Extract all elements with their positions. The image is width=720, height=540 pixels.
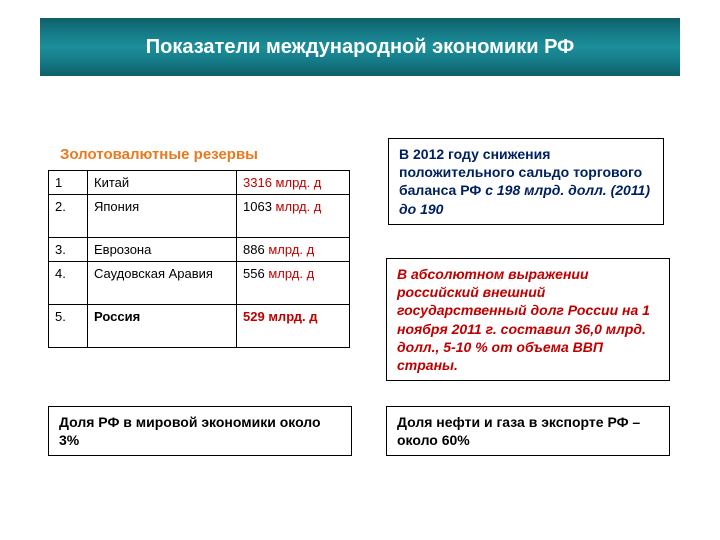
cell-country: Россия — [88, 305, 237, 348]
table-row: 1Китай3316 млрд. д — [49, 171, 350, 195]
cell-country: Китай — [88, 171, 237, 195]
cell-rank: 3. — [49, 238, 88, 262]
external-debt-box: В абсолютном выражении российский внешни… — [386, 258, 670, 381]
cell-value: 529 млрд. д — [237, 305, 350, 348]
cell-value: 886 млрд. д — [237, 238, 350, 262]
slide-container: Показатели международной экономики РФ Зо… — [0, 0, 720, 540]
cell-rank: 2. — [49, 195, 88, 238]
trade-balance-box: В 2012 году снижения положительного саль… — [388, 138, 664, 225]
table-row: 2.Япония1063 млрд. д — [49, 195, 350, 238]
world-share-box: Доля РФ в мировой экономики около 3% — [48, 406, 352, 456]
external-debt-text: В абсолютном выражении российский внешни… — [397, 266, 650, 373]
cell-rank: 4. — [49, 262, 88, 305]
cell-rank: 1 — [49, 171, 88, 195]
slide-title: Показатели международной экономики РФ — [146, 36, 575, 59]
table-row: 3.Еврозона886 млрд. д — [49, 238, 350, 262]
reserves-table: 1Китай3316 млрд. д2.Япония1063 млрд. д3.… — [48, 170, 350, 348]
cell-country: Япония — [88, 195, 237, 238]
world-share-text: Доля РФ в мировой экономики около 3% — [59, 414, 321, 448]
title-bar: Показатели международной экономики РФ — [40, 18, 680, 76]
oil-gas-box: Доля нефти и газа в экспорте РФ – около … — [386, 406, 670, 456]
cell-country: Еврозона — [88, 238, 237, 262]
cell-country: Саудовская Аравия — [88, 262, 237, 305]
table-row: 5.Россия529 млрд. д — [49, 305, 350, 348]
table-row: 4.Саудовская Аравия556 млрд. д — [49, 262, 350, 305]
cell-value: 556 млрд. д — [237, 262, 350, 305]
table-title: Золотовалютные резервы — [60, 146, 258, 163]
oil-gas-text: Доля нефти и газа в экспорте РФ – около … — [397, 414, 640, 448]
cell-rank: 5. — [49, 305, 88, 348]
cell-value: 3316 млрд. д — [237, 171, 350, 195]
cell-value: 1063 млрд. д — [237, 195, 350, 238]
